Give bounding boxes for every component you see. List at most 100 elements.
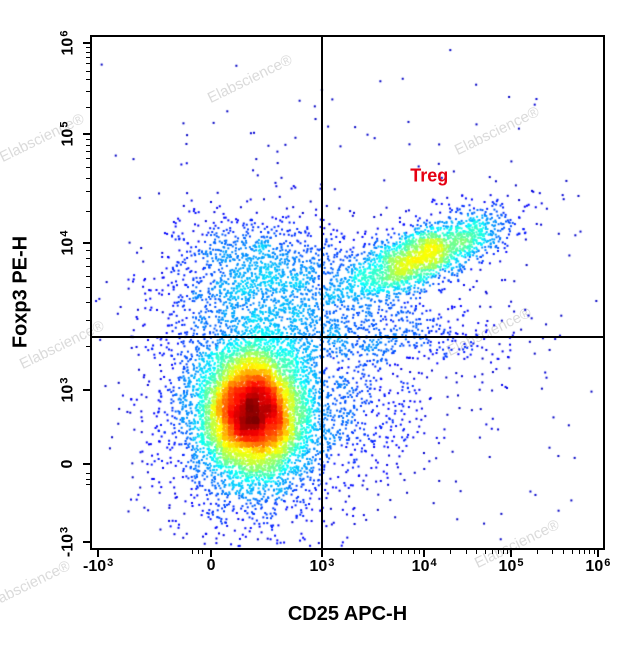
y-axis-minor-tick <box>86 275 90 277</box>
x-axis-minor-tick <box>202 550 204 554</box>
tick-label-exponent: 4 <box>430 557 437 569</box>
x-axis-minor-tick <box>414 550 416 554</box>
tick-label-base: 10 <box>498 558 517 575</box>
tick-label-base: 10 <box>59 238 77 256</box>
x-axis-minor-tick <box>465 550 467 554</box>
tick-label-base: 0 <box>59 459 76 469</box>
tick-label-base: -10 <box>59 533 77 557</box>
y-axis-minor-tick <box>86 319 90 321</box>
y-axis-minor-tick <box>86 287 90 289</box>
tick-label-base: 10 <box>59 37 77 56</box>
x-axis-tick-label: 105 <box>499 557 524 576</box>
treg-population-label: Treg <box>410 165 449 186</box>
x-axis-minor-tick <box>537 550 539 554</box>
y-axis-minor-tick <box>86 51 90 53</box>
y-axis-minor-tick <box>86 79 90 81</box>
x-axis-tick-label: 106 <box>585 557 610 576</box>
x-axis-minor-tick <box>563 550 565 554</box>
y-axis-minor-tick <box>86 90 90 92</box>
x-axis-minor-tick <box>571 550 573 554</box>
x-axis-minor-tick <box>393 550 395 554</box>
quadrant-gate-vertical-line <box>320 37 323 548</box>
x-axis-minor-tick <box>352 550 354 554</box>
x-axis-tick-label: 0 <box>207 557 216 575</box>
tick-label-exponent: 6 <box>604 557 611 569</box>
x-axis-minor-tick <box>383 550 385 554</box>
scatter-plot-canvas <box>92 37 603 548</box>
tick-label-base: 0 <box>206 557 216 574</box>
tick-label-exponent: 3 <box>58 526 71 533</box>
y-axis-tick-label: 106 <box>59 31 78 56</box>
y-axis-minor-tick <box>86 158 90 160</box>
y-axis-minor-tick <box>86 63 90 65</box>
x-axis-tick-label: 103 <box>309 557 334 576</box>
y-axis-minor-tick <box>86 70 90 72</box>
y-axis-tick-label: 105 <box>59 122 78 147</box>
y-axis-minor-tick <box>86 257 90 259</box>
tick-label-base: 10 <box>411 558 430 575</box>
x-axis-minor-tick <box>192 550 194 554</box>
tick-label-exponent: 5 <box>58 121 71 128</box>
x-axis-tick-label: -103 <box>83 557 113 576</box>
y-axis-tick-label: 103 <box>59 377 78 402</box>
tick-label-exponent: 3 <box>107 557 114 569</box>
y-axis-minor-tick <box>86 478 90 480</box>
y-axis-minor-tick <box>86 250 90 252</box>
y-axis-minor-tick <box>86 139 90 141</box>
tick-label-base: 10 <box>59 384 77 403</box>
x-axis-major-tick <box>210 550 213 557</box>
x-axis-minor-tick <box>491 550 493 554</box>
y-axis-major-tick <box>83 462 90 465</box>
x-axis-minor-tick <box>370 550 372 554</box>
x-axis-minor-tick <box>408 550 410 554</box>
x-axis-minor-tick <box>507 550 509 554</box>
y-axis-major-tick <box>83 242 90 245</box>
plot-frame <box>90 35 605 550</box>
tick-label-exponent: 5 <box>517 557 524 569</box>
x-axis-minor-tick <box>401 550 403 554</box>
x-axis-minor-tick <box>552 550 554 554</box>
x-axis-tick-label: 104 <box>412 557 437 576</box>
y-axis-tick-label: 104 <box>59 231 78 256</box>
x-axis-minor-tick <box>578 550 580 554</box>
tick-label-exponent: 6 <box>58 30 71 37</box>
x-axis-minor-tick <box>476 550 478 554</box>
y-axis-minor-tick <box>86 57 90 59</box>
tick-label-exponent: 4 <box>58 230 71 238</box>
tick-label-exponent: 3 <box>58 377 71 384</box>
y-axis-minor-tick <box>86 47 90 49</box>
tick-label-base: 10 <box>59 128 77 147</box>
x-axis-minor-tick <box>589 550 591 554</box>
quadrant-gate-horizontal-line <box>92 336 603 339</box>
x-axis-minor-tick <box>497 550 499 554</box>
y-axis-minor-tick <box>86 473 90 475</box>
x-axis-title: CD25 APC-H <box>287 603 408 625</box>
x-axis-minor-tick <box>593 550 595 554</box>
x-axis-major-tick <box>97 550 100 557</box>
y-axis-minor-tick <box>86 144 90 146</box>
y-axis-minor-tick <box>86 151 90 153</box>
y-axis-tick-label: -103 <box>59 527 78 557</box>
x-axis-minor-tick <box>584 550 586 554</box>
y-axis-minor-tick <box>86 177 90 179</box>
x-axis-major-tick <box>423 550 426 557</box>
y-axis-minor-tick <box>86 345 90 347</box>
y-axis-major-tick <box>83 388 90 391</box>
y-axis-minor-tick <box>86 167 90 168</box>
x-axis-major-tick <box>510 550 513 557</box>
tick-label-base: 10 <box>585 558 604 575</box>
y-axis-major-tick <box>83 42 90 45</box>
x-axis-major-tick <box>320 550 323 557</box>
y-axis-major-tick <box>83 133 90 136</box>
x-axis-major-tick <box>596 550 599 557</box>
y-axis-minor-tick <box>86 106 90 108</box>
y-axis-minor-tick <box>86 484 90 486</box>
x-axis-minor-tick <box>502 550 504 554</box>
tick-label-base: -10 <box>83 558 107 575</box>
x-axis-minor-tick <box>484 550 486 554</box>
x-axis-minor-tick <box>419 550 421 554</box>
tick-label-base: 10 <box>309 558 328 575</box>
y-axis-minor-tick <box>86 266 90 268</box>
